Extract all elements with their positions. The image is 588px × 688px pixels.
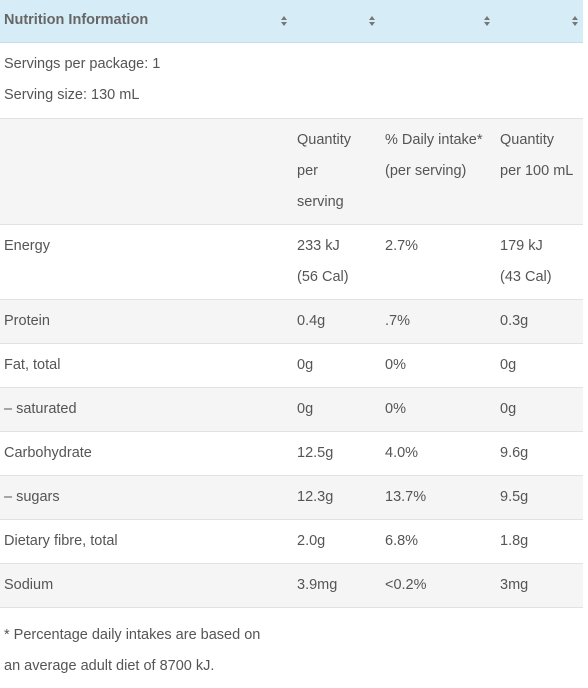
sort-icon[interactable] xyxy=(571,14,579,28)
qty-100: 179 kJ xyxy=(500,238,543,254)
qty-100: 0.3g xyxy=(500,313,529,329)
qty-100-cal: (43 Cal) xyxy=(500,269,552,285)
nutrient-name: – saturated xyxy=(4,401,77,417)
header-title: Nutrition Information xyxy=(4,12,149,28)
daily-intake: 0% xyxy=(385,401,406,417)
col-header-daily-2: (per serving) xyxy=(385,163,467,179)
qty-serving: 2.0g xyxy=(297,533,326,549)
servings-per-package: Servings per package: 1 xyxy=(4,56,161,72)
footnote-line-2: an average adult diet of 8700 kJ. xyxy=(4,658,215,674)
daily-intake: <0.2% xyxy=(385,577,427,593)
col-header-qty-serving-2: per xyxy=(297,163,318,179)
table-row: Dietary fibre, total 2.0g 6.8% 1.8g xyxy=(0,520,583,564)
daily-intake: 2.7% xyxy=(385,238,419,254)
nutrient-name: Dietary fibre, total xyxy=(4,533,118,549)
table-row: – saturated 0g 0% 0g xyxy=(0,388,583,432)
qty-serving: 3.9mg xyxy=(297,577,338,593)
col-header-qty-serving-3: serving xyxy=(297,194,344,210)
qty-serving: 0g xyxy=(297,357,314,373)
nutrient-name: Energy xyxy=(4,238,50,254)
sort-icon[interactable] xyxy=(368,14,376,28)
qty-serving: 0g xyxy=(297,401,314,417)
sort-icon[interactable] xyxy=(280,14,288,28)
qty-serving: 12.3g xyxy=(297,489,334,505)
nutrient-name: – sugars xyxy=(4,489,60,505)
col-header-qty-100-1: Quantity xyxy=(500,132,554,148)
nutrient-name: Sodium xyxy=(4,577,54,593)
nutrient-name: Protein xyxy=(4,313,50,329)
sort-icon[interactable] xyxy=(483,14,491,28)
qty-serving: 0.4g xyxy=(297,313,326,329)
qty-100: 0g xyxy=(500,401,517,417)
table-row: Fat, total 0g 0% 0g xyxy=(0,344,583,388)
footnote: * Percentage daily intakes are based on … xyxy=(0,608,583,688)
daily-intake: 4.0% xyxy=(385,445,419,461)
daily-intake: .7% xyxy=(385,313,410,329)
qty-100: 9.6g xyxy=(500,445,529,461)
nutrient-name: Carbohydrate xyxy=(4,445,92,461)
col-header-qty-100-2: per 100 mL xyxy=(500,163,574,179)
qty-serving-cal: (56 Cal) xyxy=(297,269,349,285)
qty-100: 0g xyxy=(500,357,517,373)
qty-100: 3mg xyxy=(500,577,529,593)
daily-intake: 0% xyxy=(385,357,406,373)
qty-100: 9.5g xyxy=(500,489,529,505)
col-header-qty-serving-1: Quantity xyxy=(297,132,351,148)
table-row: Protein 0.4g .7% 0.3g xyxy=(0,300,583,344)
table-header: Nutrition Information xyxy=(0,0,583,43)
daily-intake: 6.8% xyxy=(385,533,419,549)
nutrient-name: Fat, total xyxy=(4,357,61,373)
qty-100: 1.8g xyxy=(500,533,529,549)
table-row: Energy 233 kJ (56 Cal) 2.7% 179 kJ (43 C… xyxy=(0,225,583,300)
table-row: Sodium 3.9mg <0.2% 3mg xyxy=(0,564,583,608)
serving-size: Serving size: 130 mL xyxy=(4,87,140,103)
footnote-line-1: * Percentage daily intakes are based on xyxy=(4,627,261,643)
qty-serving: 233 kJ xyxy=(297,238,340,254)
col-header-daily-1: % Daily intake* xyxy=(385,132,483,148)
qty-serving: 12.5g xyxy=(297,445,334,461)
column-headers-row: Quantity per serving % Daily intake* (pe… xyxy=(0,119,583,225)
daily-intake: 13.7% xyxy=(385,489,427,505)
table-row: Carbohydrate 12.5g 4.0% 9.6g xyxy=(0,432,583,476)
table-row: – sugars 12.3g 13.7% 9.5g xyxy=(0,476,583,520)
serving-info: Servings per package: 1 Serving size: 13… xyxy=(0,43,583,119)
